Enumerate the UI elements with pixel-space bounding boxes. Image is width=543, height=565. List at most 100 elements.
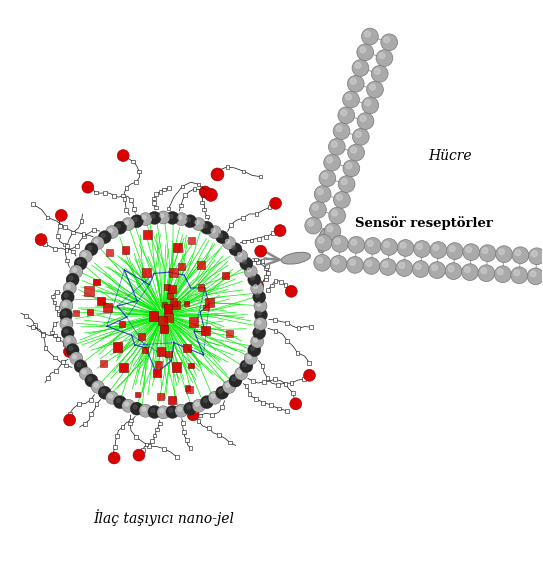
Bar xyxy=(121,154,125,158)
Text: İlaç taşıyıcı nano-jel: İlaç taşıyıcı nano-jel xyxy=(93,509,234,526)
Bar xyxy=(31,325,35,329)
Circle shape xyxy=(331,236,348,252)
Bar xyxy=(285,409,289,413)
Circle shape xyxy=(101,233,105,237)
Circle shape xyxy=(481,268,487,273)
Bar xyxy=(288,287,292,291)
Bar xyxy=(71,250,75,253)
Circle shape xyxy=(219,389,223,393)
Circle shape xyxy=(346,163,352,169)
Circle shape xyxy=(364,237,381,254)
Circle shape xyxy=(254,318,267,331)
Circle shape xyxy=(497,269,503,275)
Circle shape xyxy=(122,399,135,412)
Circle shape xyxy=(35,234,47,246)
Circle shape xyxy=(343,160,359,177)
Circle shape xyxy=(203,224,207,228)
Bar xyxy=(43,346,47,350)
Circle shape xyxy=(122,218,135,231)
Circle shape xyxy=(341,110,346,116)
Bar xyxy=(254,397,258,401)
Bar xyxy=(93,279,100,285)
Circle shape xyxy=(257,320,261,324)
Bar xyxy=(181,421,185,425)
Bar xyxy=(172,362,181,372)
Bar xyxy=(65,248,68,252)
Bar xyxy=(92,228,96,232)
Circle shape xyxy=(109,228,112,232)
Circle shape xyxy=(329,138,345,155)
Circle shape xyxy=(463,244,479,260)
Circle shape xyxy=(304,370,315,381)
Circle shape xyxy=(350,79,356,84)
Bar xyxy=(162,302,167,307)
Circle shape xyxy=(211,168,224,181)
Circle shape xyxy=(327,157,332,163)
Circle shape xyxy=(125,402,129,406)
Bar xyxy=(167,293,173,299)
Bar xyxy=(82,234,86,238)
Bar xyxy=(184,193,187,197)
Circle shape xyxy=(79,250,92,263)
Bar xyxy=(238,256,242,260)
Bar xyxy=(266,271,270,275)
Bar xyxy=(197,260,205,270)
Circle shape xyxy=(527,268,543,285)
Bar xyxy=(24,314,28,318)
Bar xyxy=(53,322,56,326)
Circle shape xyxy=(91,380,104,393)
Circle shape xyxy=(374,68,380,74)
Bar xyxy=(207,427,211,430)
Circle shape xyxy=(88,377,92,381)
Circle shape xyxy=(384,241,389,247)
Circle shape xyxy=(240,360,253,373)
Circle shape xyxy=(184,402,197,415)
Circle shape xyxy=(330,255,347,272)
Circle shape xyxy=(254,285,257,289)
Circle shape xyxy=(530,271,536,277)
Circle shape xyxy=(334,238,340,244)
Bar xyxy=(182,430,186,434)
Bar xyxy=(121,194,125,197)
Circle shape xyxy=(98,231,111,244)
Bar xyxy=(153,197,156,201)
Bar xyxy=(262,401,266,405)
Bar xyxy=(152,201,156,205)
Circle shape xyxy=(77,260,81,264)
Bar xyxy=(106,249,113,255)
Bar xyxy=(144,442,148,446)
Circle shape xyxy=(322,173,328,179)
Bar xyxy=(43,242,47,246)
Bar xyxy=(295,351,299,355)
Bar xyxy=(286,339,289,342)
Bar xyxy=(154,192,158,196)
Bar xyxy=(124,186,128,190)
Bar xyxy=(75,244,79,247)
Bar xyxy=(121,425,124,429)
Circle shape xyxy=(314,186,331,202)
Bar xyxy=(205,215,209,219)
Circle shape xyxy=(248,344,261,357)
Circle shape xyxy=(82,370,86,374)
Circle shape xyxy=(333,258,339,264)
Circle shape xyxy=(479,245,496,262)
Circle shape xyxy=(216,231,229,244)
Circle shape xyxy=(66,344,79,357)
Circle shape xyxy=(445,263,462,280)
Bar xyxy=(178,263,185,270)
Bar xyxy=(289,381,293,385)
Bar xyxy=(31,202,35,206)
Circle shape xyxy=(235,367,248,380)
Circle shape xyxy=(384,37,389,43)
Circle shape xyxy=(274,225,286,237)
Bar xyxy=(271,231,275,235)
Circle shape xyxy=(515,250,521,255)
Bar xyxy=(62,242,66,246)
Circle shape xyxy=(357,112,374,129)
Circle shape xyxy=(433,245,439,250)
Circle shape xyxy=(169,214,173,218)
Circle shape xyxy=(511,267,528,284)
Bar xyxy=(242,216,245,220)
Bar xyxy=(179,203,183,207)
Circle shape xyxy=(169,408,173,412)
